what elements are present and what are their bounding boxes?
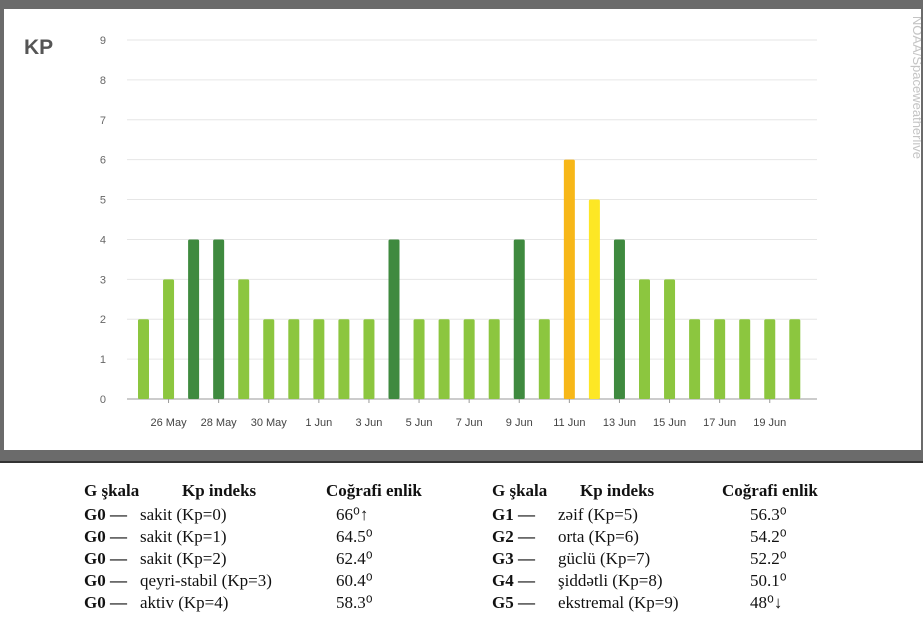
kp-bar bbox=[438, 319, 450, 399]
kp-bar bbox=[213, 239, 225, 399]
y-tick-label: 8 bbox=[100, 75, 106, 87]
x-tick-label: 1 Jun bbox=[305, 417, 332, 429]
legend-latitude: 64.5⁰ bbox=[336, 527, 373, 546]
legend-g-level: G0 — bbox=[84, 527, 127, 546]
kp-chart-panel: KP 0 1 2 3 4 5 6 7 8 9 26 May 28 May 30 May 1 Jun 3 Ju… bbox=[4, 9, 921, 450]
x-tick-label: 9 Jun bbox=[506, 417, 533, 429]
x-tick-label: 28 May bbox=[201, 417, 238, 429]
legend-kp-desc: ekstremal (Kp=9) bbox=[558, 593, 679, 612]
legend-g-level: G0 — bbox=[84, 571, 127, 590]
legend-latitude: 54.2⁰ bbox=[750, 527, 787, 546]
g-scale-legend: G şkala Kp indeks Coğrafi enlik G0 — saki… bbox=[0, 461, 923, 632]
legend-kp-desc: sakit (Kp=1) bbox=[140, 527, 227, 546]
kp-bar bbox=[664, 279, 676, 399]
kp-bar bbox=[163, 279, 175, 399]
x-tick-label: 26 May bbox=[151, 417, 188, 429]
source-credit: NOAA/Spaceweatherlive bbox=[910, 15, 921, 159]
kp-bar bbox=[463, 319, 475, 399]
kp-bar bbox=[789, 319, 801, 399]
kp-bar-chart: 0 1 2 3 4 5 6 7 8 9 26 May 28 May 30 May 1 Jun 3 Jun 5 … bbox=[100, 35, 817, 429]
y-tick-label: 7 bbox=[100, 115, 106, 127]
kp-bar bbox=[488, 319, 500, 399]
legend-latitude: 66⁰↑ bbox=[336, 505, 369, 524]
legend-g-level: G1 — bbox=[492, 505, 535, 524]
x-tick-label: 17 Jun bbox=[703, 417, 736, 429]
legend-kp-desc: sakit (Kp=2) bbox=[140, 549, 227, 568]
legend-g-level: G5 — bbox=[492, 593, 535, 612]
kp-bar bbox=[263, 319, 275, 399]
y-tick-label: 3 bbox=[100, 274, 106, 286]
legend-g-level: G0 — bbox=[84, 505, 127, 524]
x-tick-label: 11 Jun bbox=[553, 417, 585, 429]
y-tick-label: 9 bbox=[100, 35, 106, 47]
kp-bar bbox=[538, 319, 550, 399]
legend-g-level: G2 — bbox=[492, 527, 535, 546]
kp-bar bbox=[764, 319, 776, 399]
y-tick-label: 4 bbox=[100, 234, 106, 246]
kp-bar bbox=[714, 319, 726, 399]
kp-bar bbox=[739, 319, 751, 399]
kp-bar bbox=[613, 239, 625, 399]
y-tick-label: 1 bbox=[100, 354, 106, 366]
legend-kp-desc: qeyri-stabil (Kp=3) bbox=[140, 571, 272, 590]
kp-bar bbox=[238, 279, 250, 399]
kp-bar bbox=[363, 319, 375, 399]
kp-bar bbox=[588, 199, 600, 399]
y-tick-label: 0 bbox=[100, 394, 106, 406]
header-g-scale: G şkala bbox=[84, 481, 140, 500]
kp-bar bbox=[689, 319, 701, 399]
legend-kp-desc: güclü (Kp=7) bbox=[558, 549, 651, 568]
x-tick-label: 13 Jun bbox=[603, 417, 636, 429]
x-tick-label: 19 Jun bbox=[753, 417, 786, 429]
kp-bar bbox=[313, 319, 325, 399]
legend-latitude: 52.2⁰ bbox=[750, 549, 787, 568]
kp-bar bbox=[338, 319, 350, 399]
kp-bar bbox=[138, 319, 149, 399]
legend-latitude: 56.3⁰ bbox=[750, 505, 787, 524]
y-tick-label: 5 bbox=[100, 195, 106, 207]
legend-latitude: 58.3⁰ bbox=[336, 593, 373, 612]
x-tick-label: 3 Jun bbox=[355, 417, 382, 429]
header-g-scale: G şkala bbox=[492, 481, 548, 500]
y-axis-title: KP bbox=[24, 36, 54, 59]
legend-g-level: G3 — bbox=[492, 549, 535, 568]
x-tick-label: 15 Jun bbox=[653, 417, 686, 429]
y-tick-label: 6 bbox=[100, 155, 106, 167]
legend-kp-desc: orta (Kp=6) bbox=[558, 527, 639, 546]
kp-bar bbox=[513, 239, 525, 399]
kp-bar bbox=[563, 159, 575, 399]
legend-kp-desc: şiddətli (Kp=8) bbox=[558, 571, 663, 590]
y-tick-label: 2 bbox=[100, 314, 106, 326]
legend-latitude: 60.4⁰ bbox=[336, 571, 373, 590]
legend-g-level: G0 — bbox=[84, 549, 127, 568]
x-tick-label: 30 May bbox=[251, 417, 288, 429]
kp-bar bbox=[288, 319, 300, 399]
kp-bar bbox=[413, 319, 425, 399]
header-latitude: Coğrafi enlik bbox=[722, 481, 818, 500]
legend-g-level: G0 — bbox=[84, 593, 127, 612]
kp-bar bbox=[639, 279, 650, 399]
header-kp-index: Kp indeks bbox=[182, 481, 257, 500]
x-tick-label: 5 Jun bbox=[406, 417, 433, 429]
header-kp-index: Kp indeks bbox=[580, 481, 655, 500]
legend-latitude: 62.4⁰ bbox=[336, 549, 373, 568]
kp-bar bbox=[188, 239, 200, 399]
x-tick-label: 7 Jun bbox=[456, 417, 483, 429]
kp-bar bbox=[388, 239, 400, 399]
legend-kp-desc: aktiv (Kp=4) bbox=[140, 593, 229, 612]
legend-g-level: G4 — bbox=[492, 571, 535, 590]
legend-latitude: 50.1⁰ bbox=[750, 571, 787, 590]
header-latitude: Coğrafi enlik bbox=[326, 481, 422, 500]
legend-kp-desc: sakit (Kp=0) bbox=[140, 505, 227, 524]
legend-latitude: 48⁰↓ bbox=[750, 593, 783, 612]
legend-kp-desc: zəif (Kp=5) bbox=[558, 505, 638, 524]
